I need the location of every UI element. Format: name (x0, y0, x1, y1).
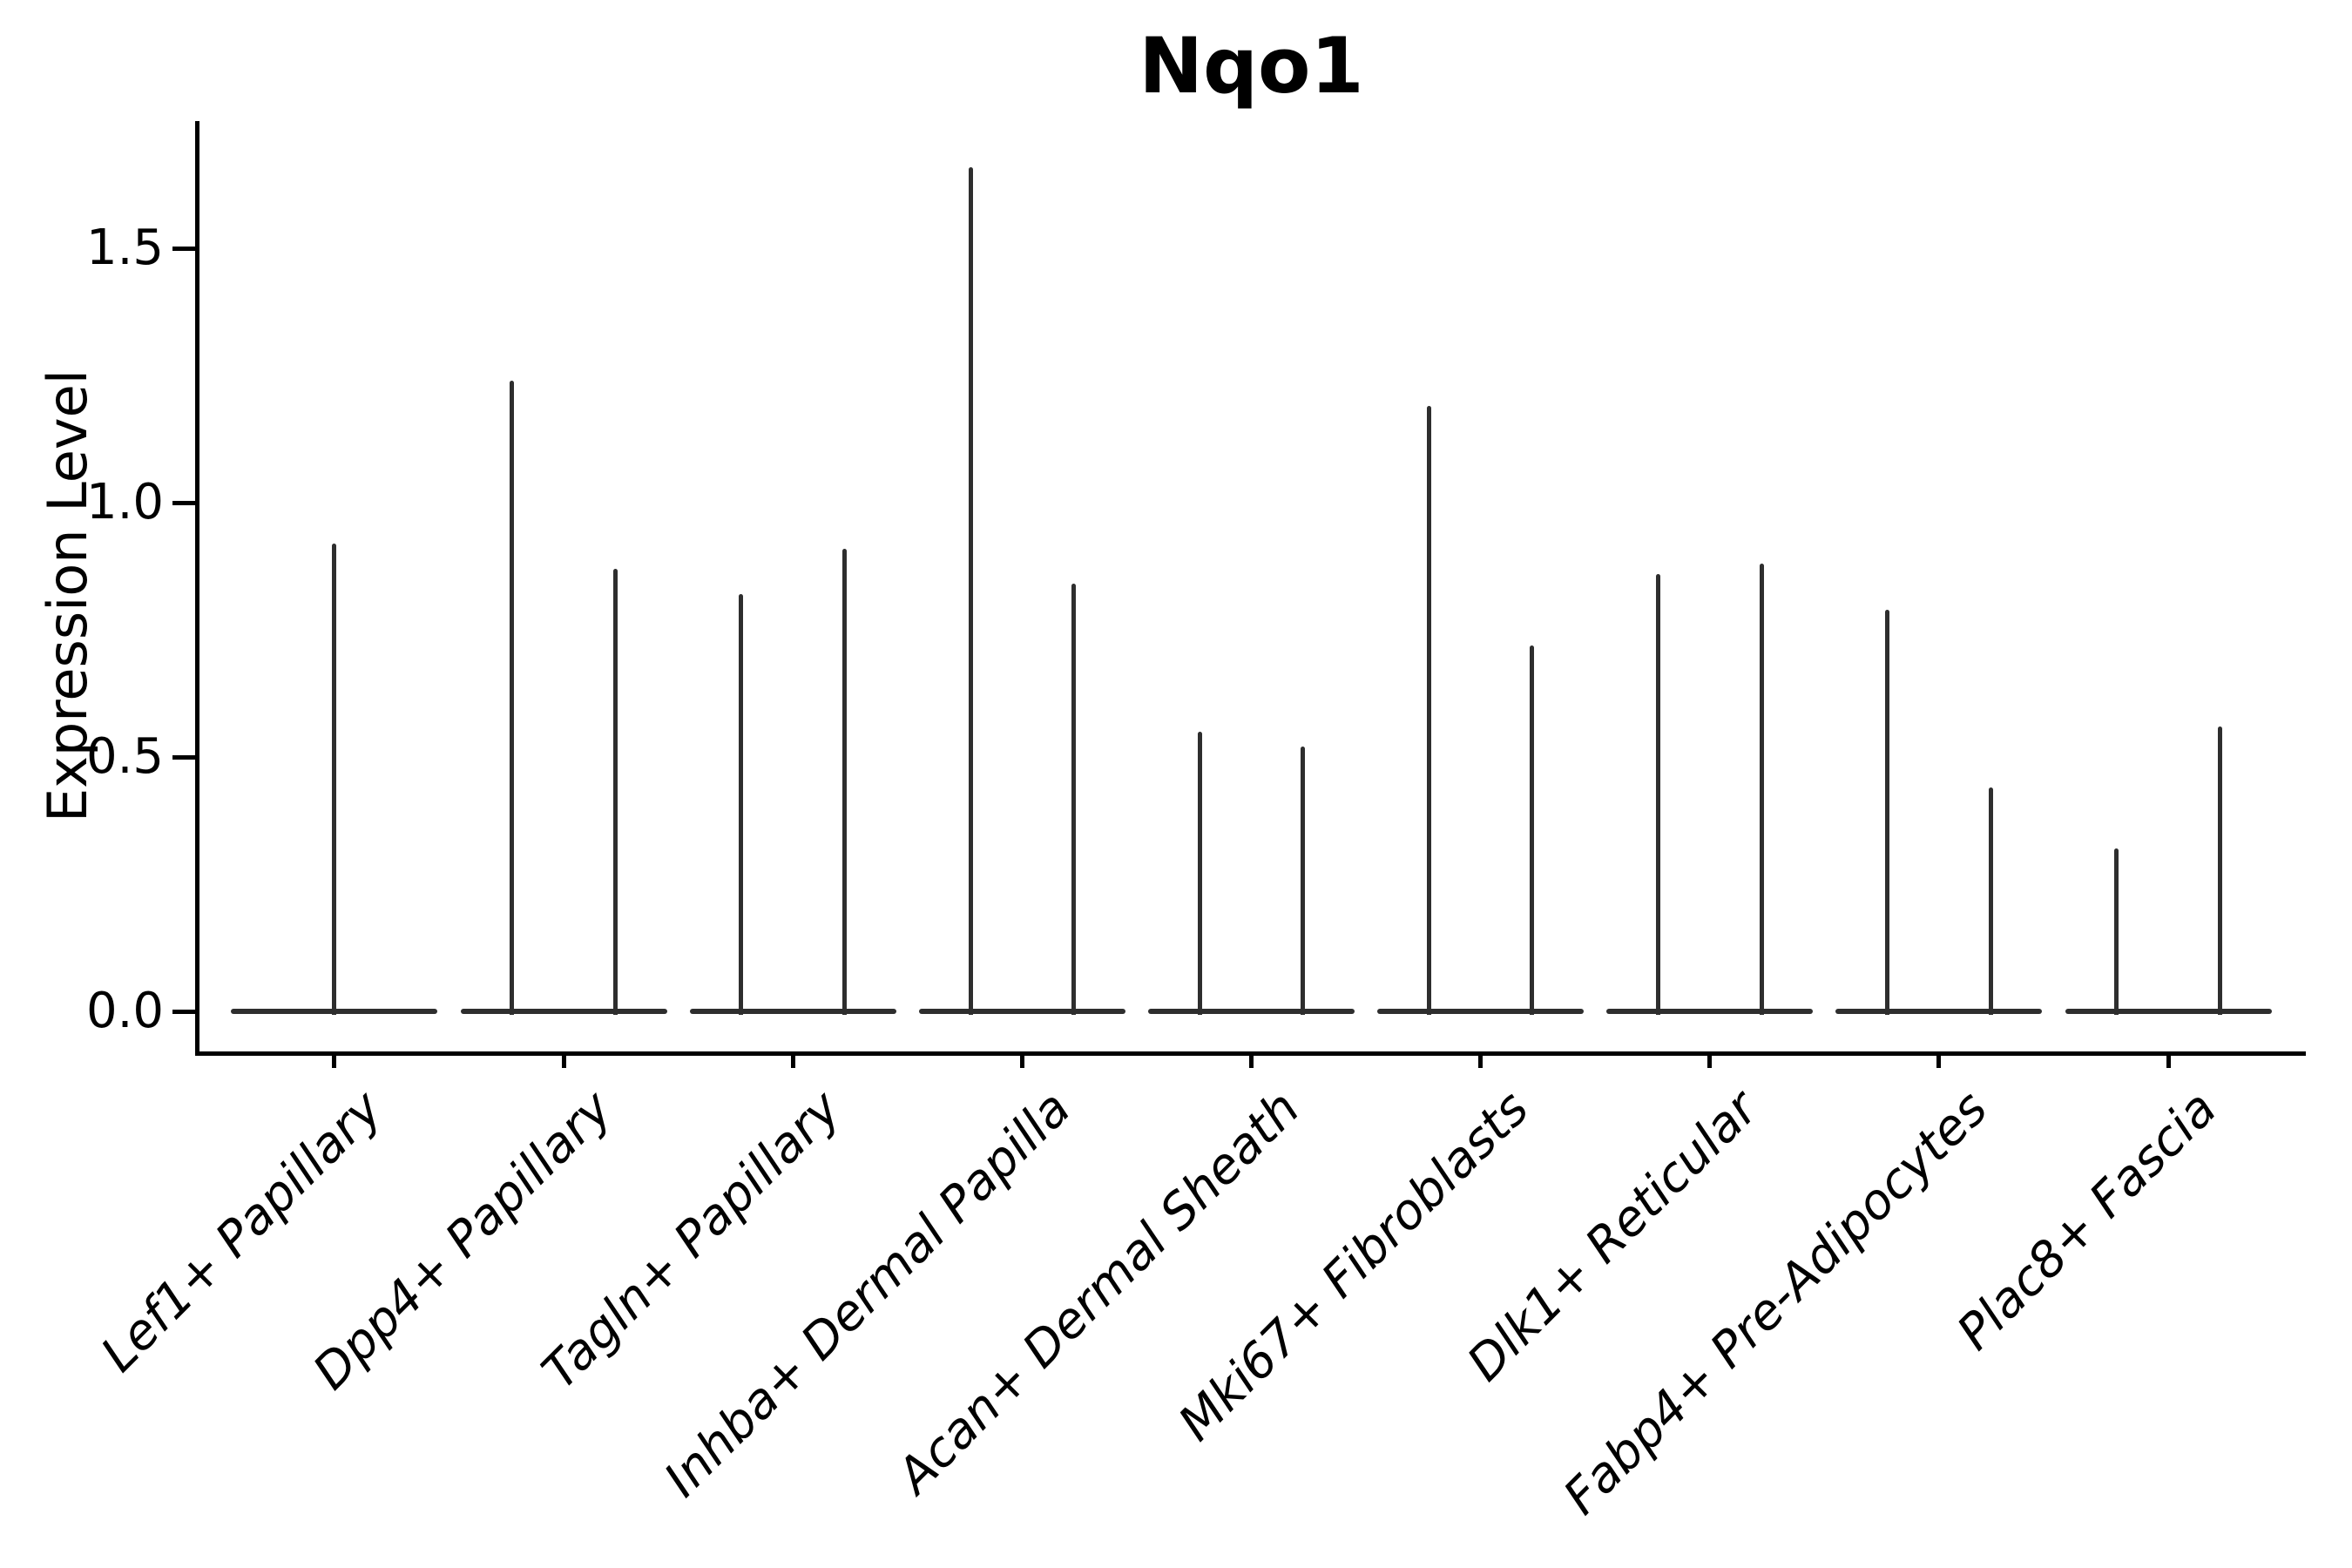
violin-spike (1426, 406, 1431, 1015)
x-tick (2166, 1056, 2171, 1068)
x-tick (561, 1056, 566, 1068)
violin-spike (1071, 584, 1077, 1015)
y-axis-line (195, 121, 199, 1056)
violin-spike (1885, 609, 1890, 1015)
x-tick (790, 1056, 795, 1068)
x-tick (332, 1056, 337, 1068)
y-tick (172, 754, 195, 760)
x-tick-label: Fabp4+ Pre-Adipocytes (1552, 1080, 1998, 1526)
violin-baseline (1148, 1009, 1355, 1014)
violin-baseline (689, 1009, 896, 1014)
violin-spike (1759, 564, 1764, 1015)
x-tick (1936, 1056, 1942, 1068)
violin-baseline (1606, 1009, 1814, 1014)
violin-spike (1988, 787, 1993, 1015)
violin-spike (1301, 747, 1306, 1015)
violin-spike (612, 568, 618, 1015)
x-tick (1707, 1056, 1713, 1068)
violin-spike (2114, 848, 2119, 1015)
y-tick-label: 1.0 (85, 474, 164, 531)
plot-title: Nqo1 (1139, 21, 1364, 111)
y-axis-label: Expression Level (36, 369, 99, 822)
violin-spike (1197, 731, 1202, 1015)
violin-spike (1656, 573, 1661, 1015)
x-tick (1019, 1056, 1024, 1068)
y-tick-label: 1.5 (85, 220, 164, 276)
violin-spike (510, 380, 515, 1015)
y-tick-label: 0.0 (85, 983, 164, 1039)
violin-spike (1530, 645, 1535, 1015)
violin-baseline (1835, 1009, 2043, 1014)
violin-baseline (1377, 1009, 1585, 1014)
y-tick (172, 1009, 195, 1014)
y-tick-label: 0.5 (85, 728, 164, 785)
violin-spike (968, 166, 973, 1015)
violin-spike (2217, 726, 2222, 1015)
y-tick (172, 500, 195, 505)
x-tick (1478, 1056, 1484, 1068)
violin-baseline (918, 1009, 1125, 1014)
x-axis-line (195, 1051, 2306, 1056)
violin-baseline (460, 1009, 667, 1014)
y-tick (172, 246, 195, 251)
x-tick-label: Inhba+ Dermal Papilla (653, 1080, 1082, 1509)
x-tick-label: Acan+ Dermal Sheath (886, 1080, 1311, 1504)
violin-spike (841, 548, 847, 1015)
violin-spike (332, 543, 337, 1015)
violin-spike (739, 594, 744, 1015)
x-tick (1249, 1056, 1254, 1068)
violin-baseline (2065, 1009, 2272, 1014)
